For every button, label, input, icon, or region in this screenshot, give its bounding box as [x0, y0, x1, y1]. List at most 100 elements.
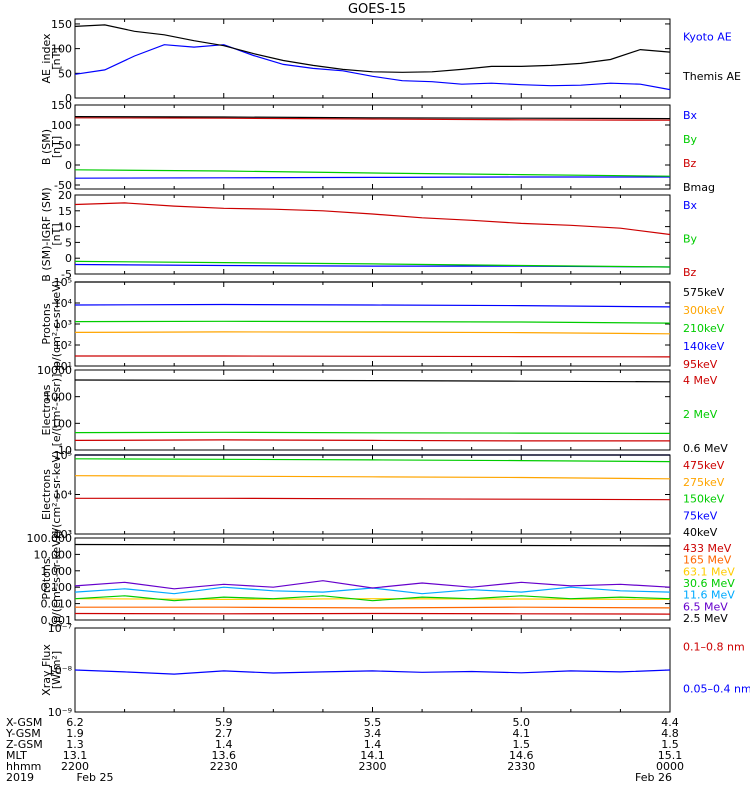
legend-entry: Kyoto AE [683, 30, 732, 43]
legend-entry: 75keV [683, 509, 718, 522]
y-tick-label: 0 [65, 252, 72, 265]
legend-entry: 0.05–0.4 nm [683, 682, 750, 695]
y-axis-label: B (SM)-IGRF (SM) [40, 187, 53, 281]
footer-table: X-GSM 6.2 5.9 5.5 5.0 4.4 Y-GSM 1.9 2.7 3.4 4.1 4.8… [5, 716, 684, 784]
footer-value: 6.2 [66, 716, 84, 729]
y-tick-label: 15 [58, 205, 72, 218]
y-tick-label: 100 [51, 43, 72, 56]
y-tick-label: 100 [51, 119, 72, 132]
chart-title: GOES-15 [348, 2, 406, 17]
series-line [74, 543, 671, 547]
y-tick-label: 10⁵ [54, 276, 72, 289]
series-line [74, 44, 671, 91]
footer-value: Feb 26 [635, 771, 672, 784]
legend-entry: 95keV [683, 358, 718, 371]
y-tick-label: -50 [54, 179, 72, 192]
footer-value: 4.8 [661, 727, 679, 740]
footer-row-label: MLT [6, 749, 27, 762]
y-axis-label: Protons [40, 303, 53, 344]
y-tick-label: 10² [54, 339, 72, 352]
series-line [74, 202, 671, 236]
footer-value: 14.1 [360, 749, 385, 762]
y-tick-label: 50 [58, 139, 72, 152]
footer-value: 1.5 [513, 738, 531, 751]
legend-entry: 0.6 MeV [683, 442, 728, 455]
y-axis-label: [e/(cm²-s-sr)] [50, 374, 63, 447]
y-tick-label: 10⁻⁸ [48, 664, 73, 677]
legend-entry: 433 MeV [683, 542, 732, 555]
series-line [74, 439, 670, 442]
y-tick-label: 5 [65, 236, 72, 249]
legend-entry: 210keV [683, 322, 725, 335]
legend-entry: 275keV [683, 476, 725, 489]
y-tick-label: 100.000 [27, 532, 73, 545]
legend-entry: 30.6 MeV [683, 577, 735, 590]
series-line [74, 475, 671, 480]
y-axis-label: [nT] [50, 136, 63, 158]
legend-entry: Themis AE [682, 70, 741, 83]
series-line [74, 260, 671, 268]
series-line [74, 320, 671, 324]
y-tick-label: 10¹ [54, 360, 72, 373]
footer-value: 2300 [359, 760, 387, 773]
y-tick-label: 10³ [54, 528, 72, 541]
legend-entry: 140keV [683, 340, 725, 353]
y-tick-label: 0 [65, 92, 72, 105]
series-line [74, 117, 671, 121]
y-axis-label: [nT] [50, 223, 63, 245]
legend-entry: 475keV [683, 459, 725, 472]
y-tick-label: 0.100 [41, 581, 73, 594]
y-axis-label: AE_index [40, 33, 53, 84]
y-tick-label: 100 [51, 417, 72, 430]
legend-entry: 40keV [683, 526, 718, 539]
legend-entry: 2 MeV [683, 408, 718, 421]
footer-row-label: X-GSM [6, 716, 42, 729]
y-tick-label: 10000 [37, 364, 72, 377]
y-tick-label: 10⁻⁷ [48, 622, 72, 635]
panel-2: -50 0 50 100 150 B (SM)[nT] Bx By Bz Bmag [40, 99, 715, 194]
legend-entry: 150keV [683, 493, 725, 506]
y-axis-label: Electrons [40, 469, 53, 520]
footer-value: 2200 [61, 760, 89, 773]
y-tick-label: 10⁵ [54, 449, 72, 462]
footer-row-label: 2019 [6, 771, 34, 784]
legend-entry: By [683, 233, 698, 246]
y-tick-label: 150 [51, 99, 72, 112]
footer-value: 4.4 [661, 716, 679, 729]
footer-value: 14.6 [509, 749, 534, 762]
panel-frame [74, 281, 671, 367]
legend-entry: Bz [683, 157, 697, 170]
series-line [75, 606, 671, 609]
footer-value: 2.7 [215, 727, 233, 740]
footer-value: 1.4 [364, 738, 382, 751]
y-axis-label: [nT] [50, 47, 63, 69]
panel-frame [74, 454, 671, 535]
series-line [74, 176, 670, 179]
y-axis-label: [W/m²] [50, 651, 63, 689]
panel-frame [74, 18, 671, 99]
y-tick-label: 0 [65, 159, 72, 172]
legend-entry: Bz [683, 266, 697, 279]
footer-value: 1.9 [66, 727, 84, 740]
y-tick-label: -5 [61, 268, 72, 281]
legend-entry: 2.5 MeV [683, 612, 728, 625]
panel-5: 10 100 1000 10000 Electrons[e/(cm²-s-sr)] 4 M… [37, 364, 728, 457]
footer-value: 2330 [507, 760, 535, 773]
series-line [74, 431, 671, 434]
legend-entry: Bmag [683, 181, 715, 194]
legend-entry: 0.1–0.8 nm [683, 640, 745, 653]
legend-entry: 300keV [683, 304, 725, 317]
series-line [74, 331, 671, 335]
y-tick-label: 0.001 [41, 614, 73, 627]
y-tick-label: 10⁴ [54, 297, 73, 310]
panel-3: -5 0 5 10 15 20 B (SM)-IGRF (SM)[nT] Bx By Bz [40, 187, 698, 281]
footer-value: 3.4 [364, 727, 382, 740]
panel-1: 0 50 100 150 AE_index[nT] Kyoto AE Themis AE [40, 18, 741, 105]
footer-row-label: Z-GSM [6, 738, 43, 751]
legend-entry: 575keV [683, 286, 725, 299]
y-axis-label: Protons [40, 558, 53, 599]
series-line [74, 24, 671, 73]
footer-value: 2230 [210, 760, 238, 773]
